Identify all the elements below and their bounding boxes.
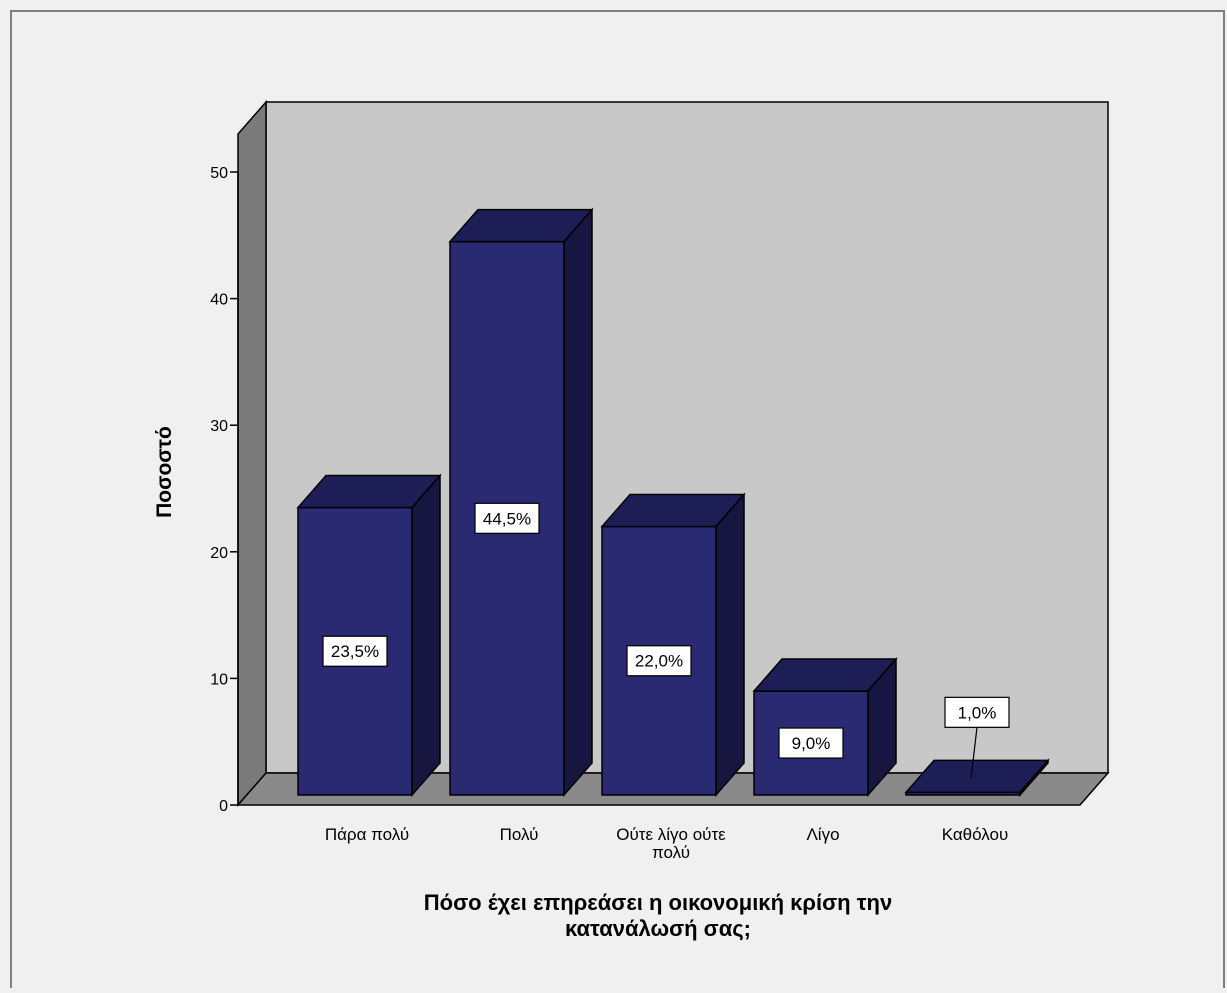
x-tick-label: Πάρα πολύ (325, 825, 409, 844)
y-tick-label: 30 (210, 418, 228, 435)
x-axis-title: Πόσο έχει επηρεάσει η οικονομική κρίση τ… (424, 890, 892, 941)
bar-side (867, 657, 897, 797)
bar-0 (296, 473, 442, 797)
bar-3 (752, 657, 898, 797)
x-tick-label: πολύ (652, 843, 690, 862)
x-tick-label: Καθόλου (942, 825, 1009, 844)
x-axis-title-line: κατανάλωσή σας; (565, 916, 751, 941)
data-label: 1,0% (958, 703, 997, 722)
y-tick-label: 0 (219, 798, 228, 815)
bar-side (411, 473, 441, 797)
data-label-box (474, 502, 540, 534)
data-label: 22,0% (635, 652, 683, 671)
x-tick-label: Ούτε λίγο ούτε (616, 825, 726, 844)
data-label-leader (970, 727, 978, 779)
data-label: 23,5% (331, 642, 379, 661)
x-axis-title-line: Πόσο έχει επηρεάσει η οικονομική κρίση τ… (424, 890, 892, 915)
bar-side (1019, 758, 1049, 797)
data-label-box (626, 645, 692, 677)
y-tick-label: 50 (210, 165, 228, 182)
data-label: 44,5% (483, 509, 531, 528)
y-axis-title: Ποσοστό (153, 426, 176, 518)
data-label: 9,0% (792, 734, 831, 753)
data-label-box (944, 696, 1010, 728)
x-tick-label: Λίγο (806, 825, 839, 844)
bar-1 (448, 207, 594, 797)
side-wall (237, 100, 267, 807)
y-axis: 0 10 20 30 40 50 (210, 165, 239, 815)
y-tick-label: 40 (210, 292, 228, 309)
data-label-box (778, 727, 844, 759)
bar-2 (600, 492, 746, 797)
data-labels: 23,5% 44,5% 22,0% 9,0% 1,0% (322, 502, 1010, 779)
data-label-box (322, 635, 388, 667)
y-tick-label: 10 (210, 671, 228, 688)
y-tick-label: 20 (210, 545, 228, 562)
x-tick-label: Πολύ (500, 825, 539, 844)
bar-4 (904, 758, 1050, 797)
bar-side (563, 207, 593, 797)
bar-side (715, 492, 745, 797)
